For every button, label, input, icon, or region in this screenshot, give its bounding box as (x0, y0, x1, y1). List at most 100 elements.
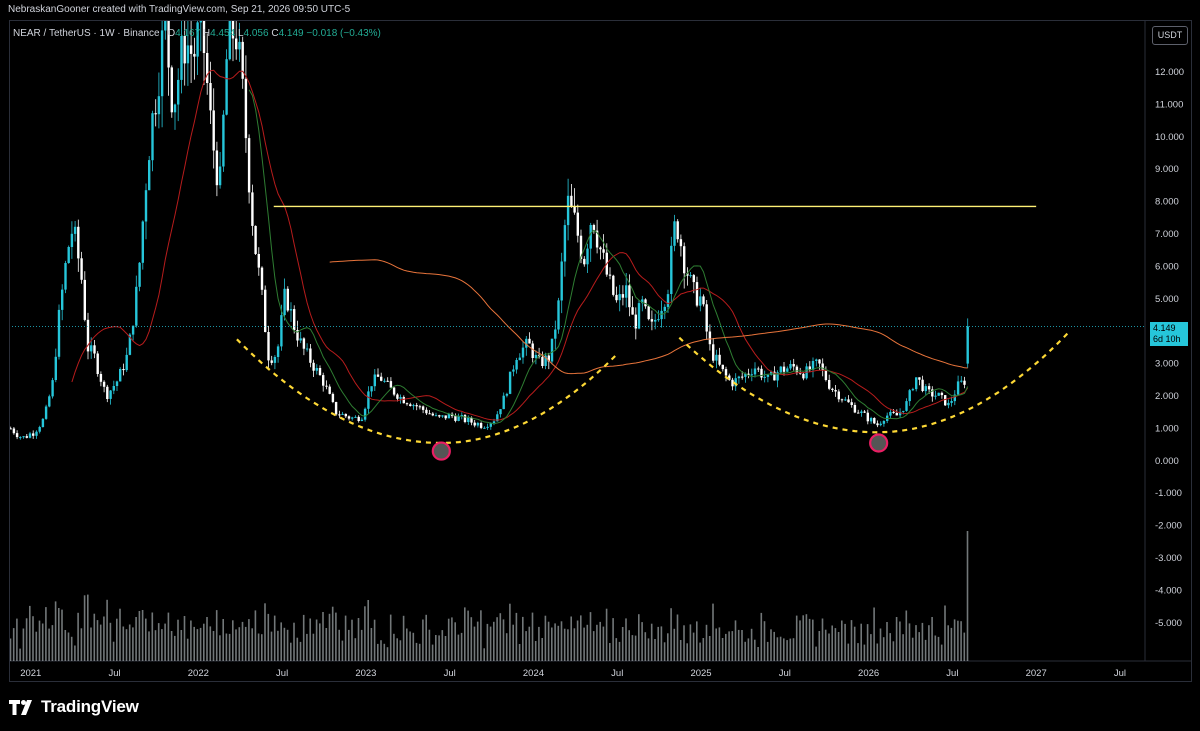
candle-body (557, 300, 560, 330)
chart-pane[interactable] (9, 20, 1192, 682)
volume-bar (360, 629, 363, 661)
volume-bar (886, 622, 888, 661)
volume-bar (473, 626, 476, 661)
candle-body (850, 402, 853, 405)
candle-body (869, 418, 873, 422)
volume-bar (773, 631, 775, 661)
tradingview-brand: TradingView (41, 697, 139, 716)
volume-bar (486, 623, 489, 661)
volume-bar (657, 626, 659, 661)
volume-bar (631, 635, 634, 661)
candle-body (280, 315, 283, 347)
candle-body (689, 275, 692, 277)
x-tick-label: 2024 (523, 668, 544, 679)
volume-bar (899, 621, 901, 661)
candle-body (138, 262, 141, 287)
candle-body (508, 371, 512, 394)
candle-body (77, 226, 80, 259)
candle-body (119, 369, 122, 382)
candle-body (721, 364, 724, 370)
volume-bar (905, 610, 908, 661)
volume-bar (77, 612, 79, 661)
volume-bar (357, 618, 360, 661)
currency-button[interactable]: USDT (1152, 26, 1188, 45)
volume-bar (892, 641, 895, 661)
volume-bar (792, 638, 795, 661)
candle-body (763, 376, 766, 378)
volume-bar (241, 621, 244, 661)
candle-body (650, 319, 654, 322)
candle-body (866, 412, 869, 422)
candle-body (215, 150, 219, 186)
candle-body (383, 380, 386, 382)
candle-body (431, 413, 434, 416)
volume-bar (248, 619, 250, 661)
volume-bar (199, 627, 202, 661)
candle-body (386, 380, 389, 382)
volume-bar (876, 643, 879, 661)
candle-body (792, 364, 795, 367)
tradingview-logo[interactable]: TradingView (9, 697, 139, 717)
candle-body (770, 371, 773, 375)
candle-body (302, 338, 306, 349)
volume-bar (776, 637, 779, 661)
candle-body (160, 30, 164, 97)
low-label: L (237, 28, 244, 39)
candle-body (779, 366, 782, 373)
candle-body (760, 368, 763, 378)
candle-body (109, 390, 112, 399)
candle-body (570, 195, 573, 207)
volume-bar (435, 635, 437, 661)
candle-body (663, 306, 666, 311)
volume-bar (770, 629, 772, 661)
volume-bar (116, 618, 118, 661)
tradingview-logo-icon (9, 699, 32, 715)
volume-bar (341, 640, 344, 661)
candle-body (615, 294, 618, 301)
x-tick-label: 2027 (1026, 668, 1047, 679)
volume-bar (103, 616, 105, 661)
candle-body (22, 436, 25, 438)
candle-body (595, 230, 599, 248)
volume-bar (821, 618, 824, 661)
volume-bar (628, 630, 630, 661)
volume-bar (850, 620, 853, 661)
volume-bar (818, 631, 821, 661)
y-tick-label: 7.000 (1155, 229, 1179, 240)
volume-bar (80, 628, 83, 661)
volume-bar (29, 605, 31, 661)
candle-body (692, 275, 695, 283)
volume-bar (570, 616, 572, 661)
candle-body (32, 433, 35, 436)
candle-body (489, 423, 492, 427)
volume-bar (222, 619, 224, 661)
candle-body (338, 414, 341, 416)
volume-bar (889, 633, 891, 661)
candle-body (38, 427, 41, 432)
volume-bar (634, 635, 637, 661)
volume-bar (763, 621, 766, 661)
volume-bar (567, 629, 569, 661)
volume-bar (940, 644, 943, 661)
volume-bar (367, 600, 369, 661)
candle-body (270, 360, 273, 363)
candle-body (235, 38, 238, 50)
candle-body (351, 417, 354, 419)
volume-bar (586, 624, 589, 661)
candle-body (189, 45, 193, 54)
volume-bar (106, 599, 108, 661)
candle-body (354, 416, 357, 418)
volume-bar (683, 625, 685, 661)
volume-bar (141, 610, 144, 661)
candle-body (396, 394, 399, 399)
volume-bar (563, 628, 566, 661)
candle-body (154, 113, 157, 115)
candle-body (492, 421, 496, 423)
y-tick-label: 9.000 (1155, 164, 1179, 175)
candle-body (61, 289, 64, 310)
volume-bar (950, 627, 953, 661)
volume-bar (438, 635, 440, 661)
candle-body (93, 345, 96, 354)
volume-bar (22, 628, 25, 661)
